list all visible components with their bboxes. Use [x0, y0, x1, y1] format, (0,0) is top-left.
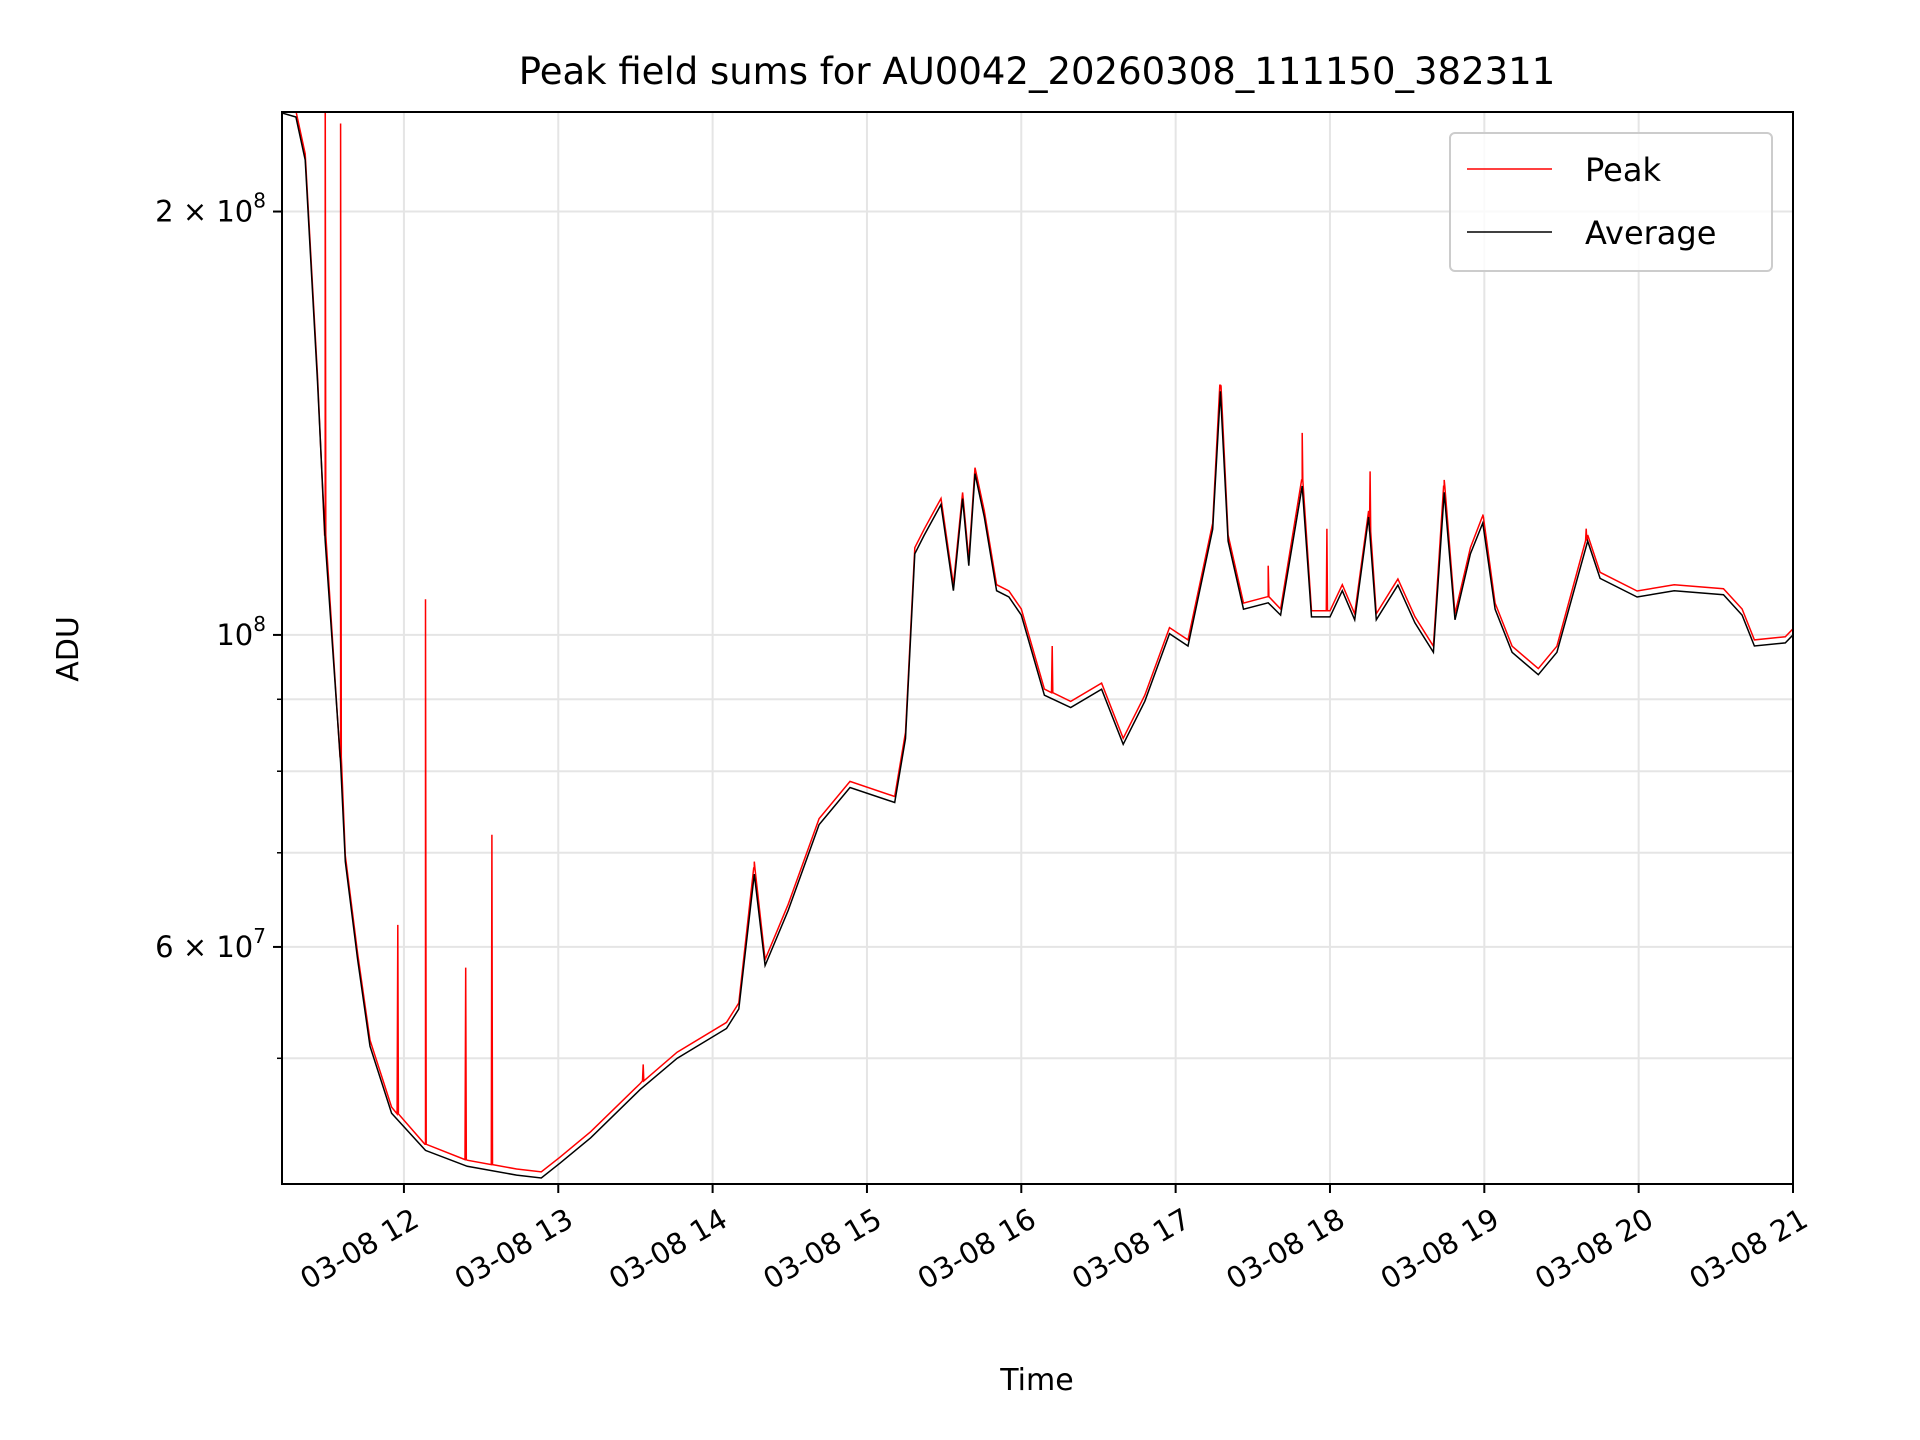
y-tick-label: 6 × 107: [155, 924, 266, 964]
average-series-line: [282, 112, 1793, 1179]
y-tick-mantissa: 6 ×: [155, 930, 216, 964]
x-tick-label: 03-08 21: [1683, 1201, 1813, 1296]
y-tick-label: 108: [216, 612, 266, 652]
x-tick-label: 03-08 12: [294, 1201, 424, 1296]
legend-average-label: Average: [1585, 214, 1716, 252]
x-tick-label: 03-08 14: [603, 1201, 733, 1296]
chart-title: Peak field sums for AU0042_20260308_1111…: [519, 50, 1556, 93]
y-tick-exponent: 7: [253, 924, 266, 948]
legend-peak-label: Peak: [1585, 151, 1661, 189]
plot-frame: [281, 111, 1794, 1185]
y-tick-mantissa: 2 ×: [155, 195, 216, 229]
legend: Peak Average: [1449, 132, 1773, 272]
y-tick-exponent: 8: [253, 612, 266, 636]
x-tick-label: 03-08 17: [1066, 1201, 1196, 1296]
y-tick-label: 2 × 108: [155, 189, 266, 229]
x-axis-label: Time: [999, 1363, 1073, 1398]
x-tick-label: 03-08 15: [757, 1201, 887, 1296]
y-tick-base: 10: [216, 618, 253, 652]
x-tick-label: 03-08 20: [1529, 1201, 1659, 1296]
y-tick-base: 10: [216, 195, 253, 229]
x-axis: 03-08 12 03-08 13 03-08 14 03-08 15 03-08 16…: [294, 1184, 1813, 1296]
y-tick-exponent: 8: [253, 189, 266, 213]
x-tick-label: 03-08 19: [1375, 1201, 1505, 1296]
y-tick-base: 10: [216, 930, 253, 964]
x-tick-label: 03-08 13: [449, 1201, 579, 1296]
grid: [282, 112, 1794, 1184]
legend-box: [1449, 132, 1773, 272]
x-tick-label: 03-08 18: [1220, 1201, 1350, 1296]
y-axis-label: ADU: [51, 616, 86, 682]
series-layer: [282, 112, 1793, 1179]
x-tick-label: 03-08 16: [912, 1201, 1042, 1296]
